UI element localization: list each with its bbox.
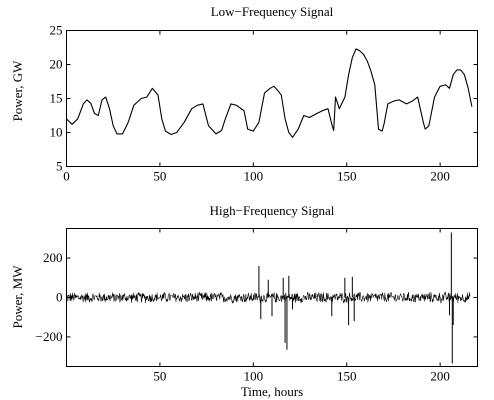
y-tick-label: 200 xyxy=(43,250,63,265)
y-axis-label: Power, MW xyxy=(10,265,25,329)
plot-frame xyxy=(66,30,478,167)
high-frequency-panel: High−Frequency Signal Power, MW Time, ho… xyxy=(10,203,478,399)
y-tick-label: 0 xyxy=(56,290,63,305)
chart-title: Low−Frequency Signal xyxy=(211,4,334,19)
x-tick-label: 100 xyxy=(244,169,264,184)
tick-group: 50 100 150 200 −200 0 200 xyxy=(36,228,478,384)
y-tick-label: −200 xyxy=(36,329,63,344)
x-tick-label: 50 xyxy=(153,169,166,184)
y-tick-label: 10 xyxy=(50,125,63,140)
x-tick-label: 0 xyxy=(63,169,70,184)
x-tick-label: 200 xyxy=(430,169,450,184)
plot-frame xyxy=(66,228,478,367)
series-group xyxy=(66,48,473,138)
x-tick-label: 150 xyxy=(337,369,357,384)
series-group xyxy=(66,232,471,364)
y-tick-label: 25 xyxy=(50,23,63,38)
x-tick-label: 200 xyxy=(430,369,450,384)
y-axis-label: Power, GW xyxy=(10,60,25,122)
y-tick-label: 20 xyxy=(50,57,63,72)
x-tick-label: 100 xyxy=(244,369,264,384)
y-tick-label: 5 xyxy=(56,159,63,174)
x-tick-label: 150 xyxy=(337,169,357,184)
tick-group: 0 50 100 150 200 5 10 15 20 25 xyxy=(50,23,478,184)
series-line xyxy=(66,48,473,138)
y-tick-label: 15 xyxy=(50,91,63,106)
x-axis-label: Time, hours xyxy=(241,384,303,399)
x-tick-label: 50 xyxy=(153,369,166,384)
chart-title: High−Frequency Signal xyxy=(210,203,335,218)
low-frequency-panel: Low−Frequency Signal Power, GW 0 50 100 150… xyxy=(10,4,478,184)
